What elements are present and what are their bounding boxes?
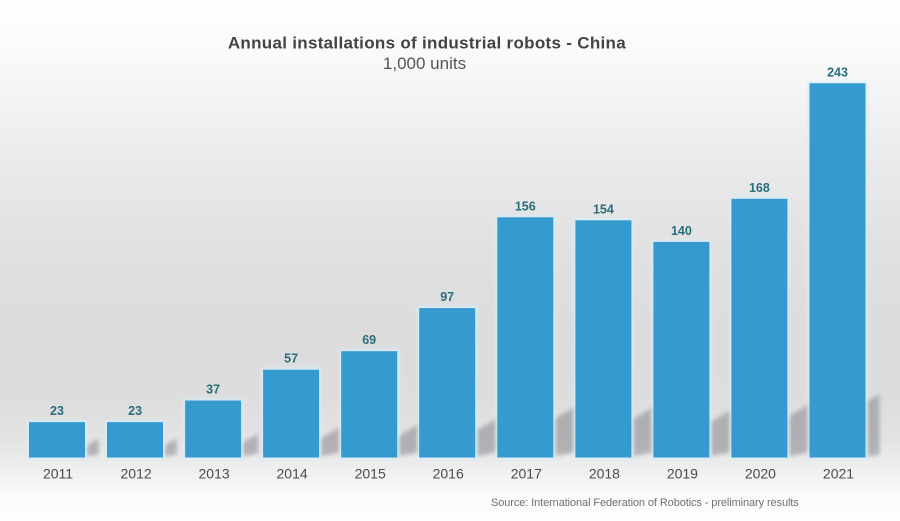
svg-text:154: 154 xyxy=(593,202,614,216)
svg-text:57: 57 xyxy=(284,352,298,366)
svg-text:140: 140 xyxy=(671,224,692,238)
svg-text:156: 156 xyxy=(515,199,536,213)
svg-text:97: 97 xyxy=(440,290,454,304)
svg-text:1,000 units: 1,000 units xyxy=(383,54,466,73)
svg-text:2014: 2014 xyxy=(277,466,308,482)
svg-text:23: 23 xyxy=(50,404,64,418)
svg-text:2016: 2016 xyxy=(433,466,464,482)
svg-text:2020: 2020 xyxy=(745,466,776,482)
svg-text:Source: International Federati: Source: International Federation of Robo… xyxy=(491,497,799,509)
svg-text:Annual installations of indust: Annual installations of industrial robot… xyxy=(228,34,626,53)
svg-text:243: 243 xyxy=(827,65,848,79)
svg-text:2019: 2019 xyxy=(667,466,698,482)
svg-text:168: 168 xyxy=(749,181,770,195)
svg-text:69: 69 xyxy=(362,333,376,347)
svg-text:23: 23 xyxy=(128,404,142,418)
svg-text:2011: 2011 xyxy=(43,466,73,482)
svg-text:2015: 2015 xyxy=(355,466,386,482)
svg-text:37: 37 xyxy=(206,383,220,397)
svg-text:2017: 2017 xyxy=(511,466,542,482)
svg-text:2013: 2013 xyxy=(199,466,230,482)
svg-text:2012: 2012 xyxy=(121,466,152,482)
svg-text:2021: 2021 xyxy=(823,466,854,482)
svg-text:2018: 2018 xyxy=(589,466,620,482)
